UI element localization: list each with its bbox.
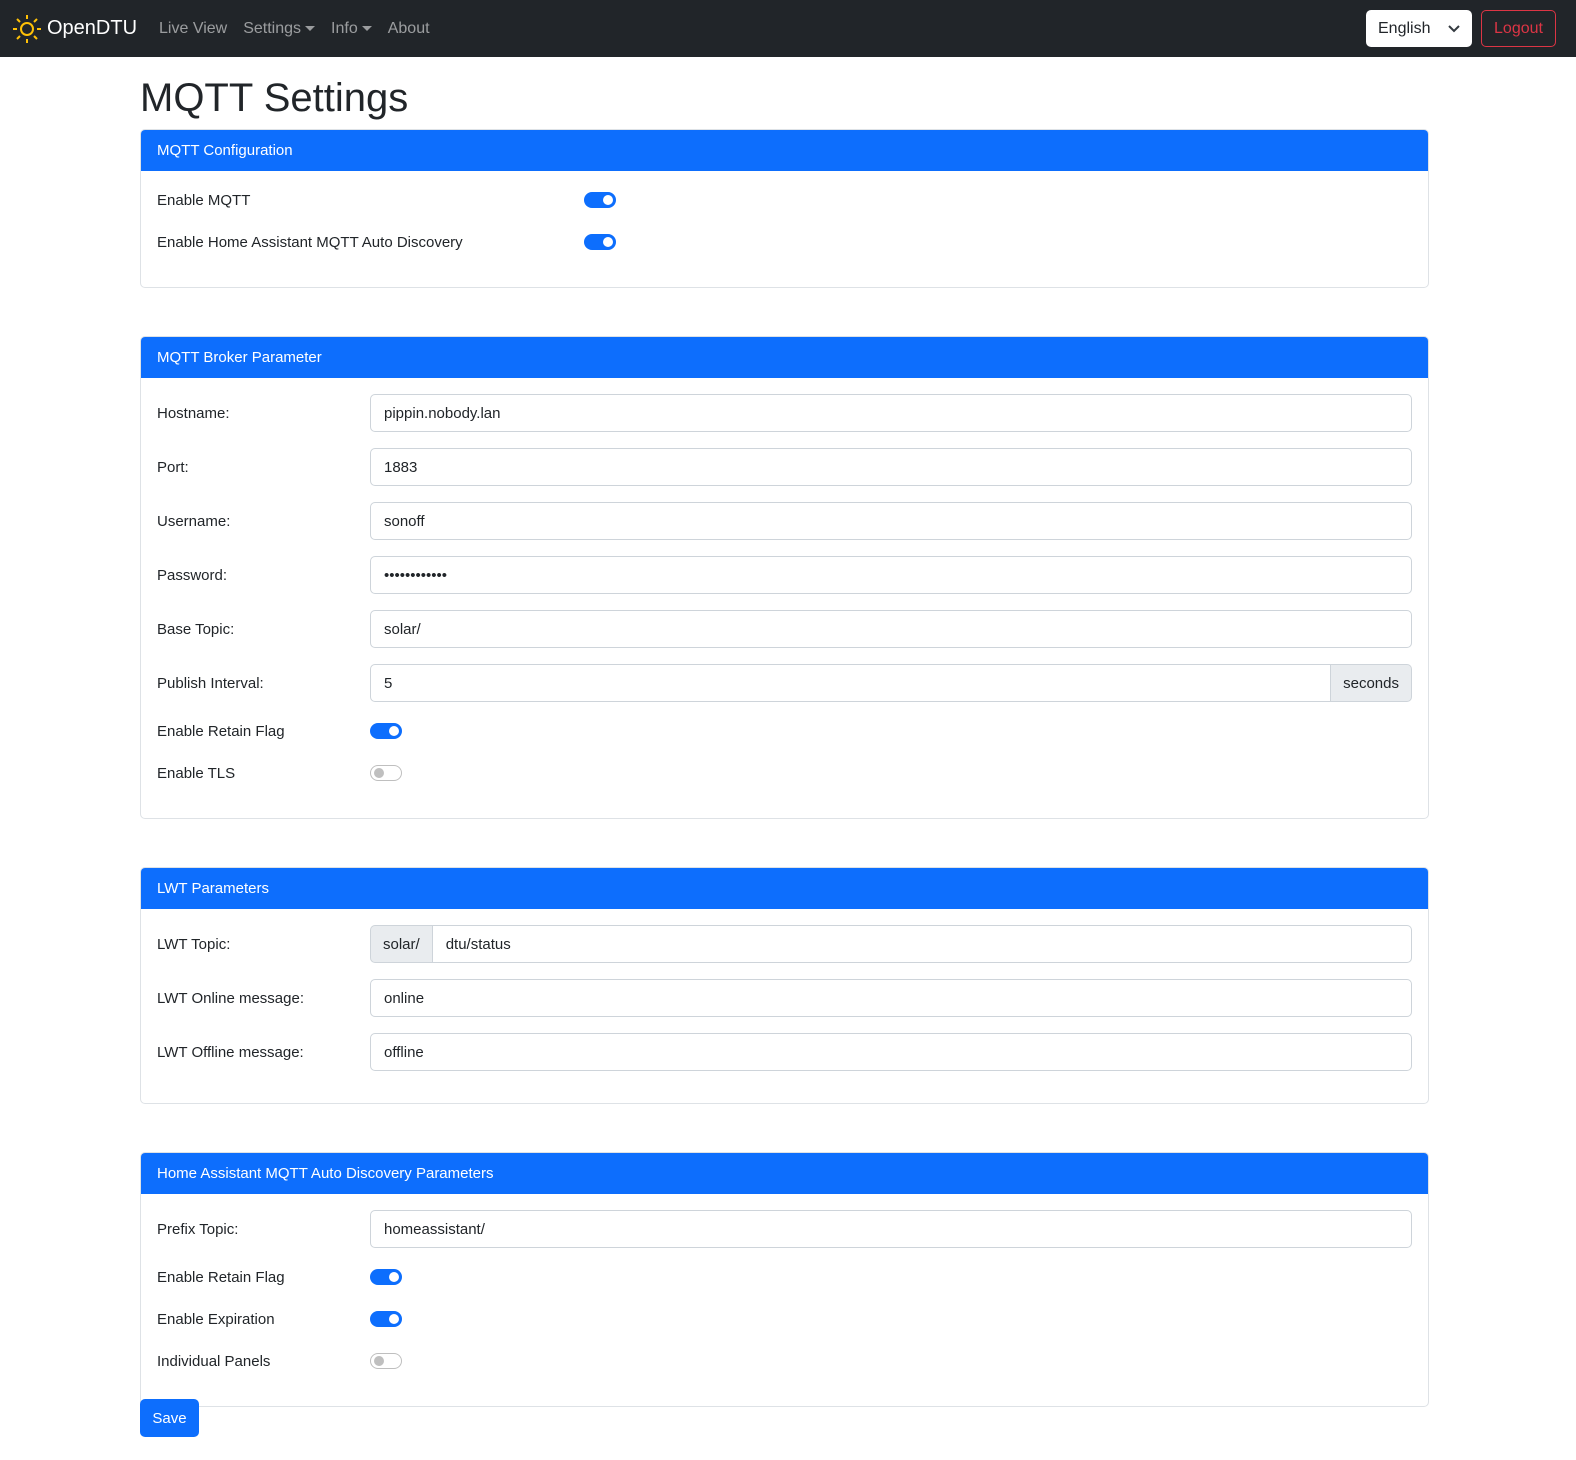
main: MQTT Settings MQTT Configuration Enable …	[140, 57, 1429, 1437]
nav-info-label: Info	[331, 19, 358, 37]
username-input[interactable]: sonoff	[370, 502, 1412, 540]
nav-settings[interactable]: Settings	[243, 19, 316, 38]
brand[interactable]: OpenDTU	[12, 14, 137, 44]
language-select[interactable]: English	[1366, 10, 1472, 47]
caret-down-icon	[361, 26, 372, 31]
logout-button[interactable]: Logout	[1481, 10, 1556, 47]
retain-flag-toggle[interactable]	[370, 723, 402, 739]
lwt-topic-input[interactable]: dtu/status	[431, 925, 1412, 963]
port-label: Port:	[157, 458, 189, 476]
expiration-label: Enable Expiration	[157, 1310, 275, 1328]
enable-hass-label: Enable Home Assistant MQTT Auto Discover…	[157, 233, 463, 251]
expiration-toggle[interactable]	[370, 1311, 402, 1327]
card-header: LWT Parameters	[141, 868, 1428, 909]
nav-settings-label: Settings	[243, 19, 302, 37]
language-value: English	[1378, 19, 1431, 37]
lwt-card: LWT Parameters LWT Topic: solar/dtu/statu…	[140, 867, 1429, 1104]
base-topic-label: Base Topic:	[157, 620, 235, 638]
card-header: MQTT Configuration	[141, 130, 1428, 171]
hostname-input[interactable]: pippin.nobody.lan	[370, 394, 1412, 432]
enable-hass-toggle[interactable]	[584, 234, 616, 250]
page-title: MQTT Settings	[140, 76, 409, 120]
lwt-offline-input[interactable]: offline	[370, 1033, 1412, 1071]
nav-about[interactable]: About	[387, 19, 430, 37]
nav-info[interactable]: Info	[331, 20, 372, 38]
lwt-online-label: LWT Online message:	[157, 989, 305, 1007]
hass-retain-label: Enable Retain Flag	[157, 1268, 285, 1286]
hass-card: Home Assistant MQTT Auto Discovery Param…	[140, 1152, 1429, 1407]
seconds-addon: seconds	[1331, 664, 1412, 702]
save-button[interactable]: Save	[140, 1399, 199, 1437]
brand-name: OpenDTU	[47, 17, 138, 39]
card-header: Home Assistant MQTT Auto Discovery Param…	[141, 1153, 1428, 1194]
lwt-offline-label: LWT Offline message:	[157, 1043, 304, 1061]
username-label: Username:	[157, 512, 231, 530]
mqtt-configuration-card: MQTT Configuration Enable MQTT Enable Ho…	[140, 129, 1429, 288]
hostname-label: Hostname:	[157, 404, 230, 422]
caret-down-icon	[305, 26, 316, 31]
port-input[interactable]: 1883	[370, 448, 1412, 486]
lwt-online-input[interactable]: online	[370, 979, 1412, 1017]
navbar: OpenDTU Live View Settings Info About En…	[0, 0, 1576, 57]
tls-toggle[interactable]	[370, 765, 402, 781]
lwt-topic-label: LWT Topic:	[157, 935, 231, 953]
sun-icon	[13, 14, 41, 43]
tls-label: Enable TLS	[157, 764, 236, 782]
chevron-down-icon	[1448, 24, 1460, 32]
base-topic-input[interactable]: solar/	[370, 610, 1412, 648]
mqtt-broker-card: MQTT Broker Parameter Hostname: pippin.no…	[140, 336, 1429, 819]
individual-panels-toggle[interactable]	[370, 1353, 402, 1369]
card-header: MQTT Broker Parameter	[141, 337, 1428, 378]
lwt-prefix-addon: solar/	[370, 925, 432, 963]
password-label: Password:	[157, 566, 228, 584]
prefix-topic-input[interactable]: homeassistant/	[370, 1210, 1412, 1248]
publish-interval-label: Publish Interval:	[157, 674, 264, 692]
prefix-topic-label: Prefix Topic:	[157, 1220, 239, 1238]
enable-mqtt-toggle[interactable]	[584, 192, 616, 208]
nav-live-view[interactable]: Live View	[159, 19, 228, 37]
retain-flag-label: Enable Retain Flag	[157, 722, 285, 740]
publish-interval-input[interactable]: 5	[370, 664, 1332, 702]
individual-panels-label: Individual Panels	[157, 1352, 271, 1370]
enable-mqtt-label: Enable MQTT	[157, 191, 251, 209]
password-input[interactable]: ••••••••••••	[370, 556, 1412, 594]
hass-retain-toggle[interactable]	[370, 1269, 402, 1285]
